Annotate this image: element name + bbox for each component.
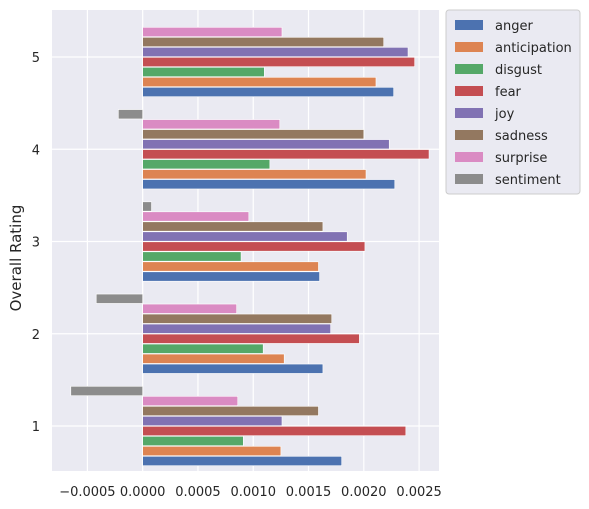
bar-anger-rating-2 bbox=[142, 363, 324, 374]
y-tick-label: 4 bbox=[32, 143, 40, 158]
bar-anger-rating-5 bbox=[142, 87, 394, 98]
bar-anticipation-rating-3 bbox=[142, 261, 319, 272]
x-tick-label: 0.0010 bbox=[230, 485, 276, 500]
bar-disgust-rating-2 bbox=[142, 343, 264, 354]
bar-sentiment-rating-2 bbox=[95, 293, 143, 304]
bar-anger-rating-1 bbox=[142, 455, 342, 466]
x-tick-label: 0.0020 bbox=[341, 485, 387, 500]
bar-surprise-rating-5 bbox=[142, 26, 283, 37]
legend-label-fear: fear bbox=[495, 85, 522, 100]
bar-fear-rating-2 bbox=[142, 333, 360, 344]
legend-label-surprise: surprise bbox=[495, 151, 547, 166]
bars bbox=[70, 16, 430, 466]
legend-label-sentiment: sentiment bbox=[495, 173, 561, 188]
y-axis-label: Overall Rating bbox=[7, 205, 25, 312]
bar-fear-rating-5 bbox=[142, 56, 415, 67]
legend-frame bbox=[445, 9, 581, 195]
legend-label-joy: joy bbox=[494, 107, 515, 122]
bar-anger-rating-3 bbox=[142, 271, 320, 282]
bar-sadness-rating-2 bbox=[142, 313, 333, 324]
bar-joy-rating-1 bbox=[142, 415, 283, 426]
x-tick-label: 0.0005 bbox=[175, 485, 221, 500]
bar-disgust-rating-5 bbox=[142, 67, 265, 78]
x-tick-label: 0.0025 bbox=[396, 485, 442, 500]
x-tick-label: 0.0000 bbox=[120, 485, 166, 500]
bar-anticipation-rating-1 bbox=[142, 445, 282, 456]
legend-swatch-joy bbox=[455, 108, 483, 118]
bar-disgust-rating-4 bbox=[142, 159, 271, 170]
legend-swatch-sadness bbox=[455, 130, 483, 140]
bar-anticipation-rating-2 bbox=[142, 353, 285, 364]
bar-joy-rating-2 bbox=[142, 323, 331, 334]
bar-surprise-rating-2 bbox=[142, 303, 237, 314]
legend-swatch-anger bbox=[455, 20, 483, 30]
legend-swatch-sentiment bbox=[455, 174, 483, 184]
legend-swatch-anticipation bbox=[455, 42, 483, 52]
bar-sentiment-rating-1 bbox=[70, 385, 143, 396]
legend: anger anticipation disgust fear joy sadness su… bbox=[445, 9, 581, 195]
y-tick-label: 2 bbox=[32, 328, 40, 343]
legend-label-disgust: disgust bbox=[495, 63, 542, 78]
bar-surprise-rating-4 bbox=[142, 119, 281, 130]
y-tick-label: 5 bbox=[32, 51, 40, 66]
bar-anticipation-rating-4 bbox=[142, 169, 367, 180]
bar-fear-rating-1 bbox=[142, 425, 407, 436]
bar-joy-rating-5 bbox=[142, 46, 409, 57]
bar-joy-rating-3 bbox=[142, 231, 348, 242]
x-tick-label: 0.0015 bbox=[286, 485, 332, 500]
legend-label-anticipation: anticipation bbox=[495, 41, 572, 56]
x-tick-label: −0.0005 bbox=[59, 485, 115, 500]
legend-swatch-fear bbox=[455, 86, 483, 96]
bar-sadness-rating-3 bbox=[142, 221, 324, 232]
bar-surprise-rating-3 bbox=[142, 211, 250, 222]
bar-fear-rating-4 bbox=[142, 149, 430, 160]
legend-swatch-surprise bbox=[455, 152, 483, 162]
legend-label-sadness: sadness bbox=[495, 129, 548, 144]
bar-disgust-rating-1 bbox=[142, 435, 244, 446]
bar-surprise-rating-1 bbox=[142, 395, 239, 406]
y-tick-label: 3 bbox=[32, 236, 40, 251]
bar-sadness-rating-4 bbox=[142, 129, 365, 140]
y-tick-label: 1 bbox=[32, 420, 40, 435]
bar-sadness-rating-5 bbox=[142, 36, 385, 47]
bar-disgust-rating-3 bbox=[142, 251, 242, 262]
y-axis-ticks: 1 2 3 4 5 bbox=[32, 51, 40, 435]
legend-swatch-disgust bbox=[455, 64, 483, 74]
bar-sentiment-rating-4 bbox=[118, 109, 143, 120]
bar-joy-rating-4 bbox=[142, 139, 390, 150]
bar-sadness-rating-1 bbox=[142, 405, 319, 416]
bar-anticipation-rating-5 bbox=[142, 77, 377, 88]
bar-anger-rating-4 bbox=[142, 179, 396, 190]
bar-fear-rating-3 bbox=[142, 241, 366, 252]
x-axis-ticks: −0.0005 0.0000 0.0005 0.0010 0.0015 0.0020 0.0… bbox=[59, 485, 442, 500]
legend-label-anger: anger bbox=[495, 19, 533, 34]
bar-sentiment-rating-3 bbox=[142, 201, 152, 212]
